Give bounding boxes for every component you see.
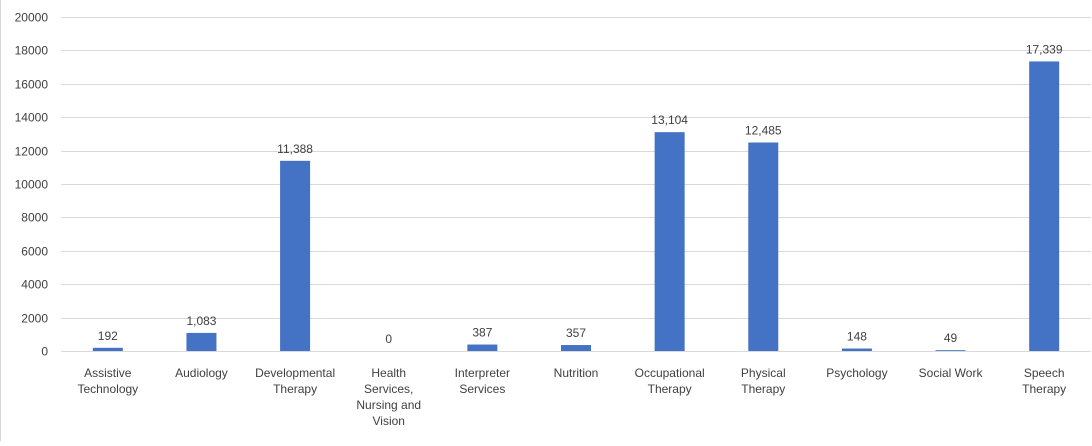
x-tick-label: Occupational Therapy: [635, 366, 705, 396]
data-label: 49: [944, 331, 958, 345]
y-tick-label: 6000: [21, 245, 48, 259]
bar: [654, 132, 685, 351]
bar: [467, 344, 498, 351]
bar: [748, 142, 779, 351]
x-tick-label: Health Services, Nursing and Vision: [356, 366, 421, 428]
data-label: 11,388: [277, 142, 313, 156]
x-tick-label: Social Work: [919, 366, 984, 380]
bar: [935, 350, 966, 351]
y-tick-label: 0: [41, 345, 48, 359]
x-tick-label: Audiology: [175, 366, 228, 380]
x-tick-label: Developmental Therapy: [255, 366, 335, 396]
data-label: 13,104: [651, 113, 688, 127]
y-tick-label: 4000: [21, 278, 48, 292]
x-tick-label: Physical Therapy: [741, 366, 786, 396]
y-tick-label: 10000: [15, 178, 49, 192]
data-label: 1,083: [186, 314, 216, 328]
y-tick-label: 8000: [21, 211, 48, 225]
data-label: 12,485: [745, 124, 782, 138]
y-tick-label: 16000: [15, 78, 49, 92]
data-label: 148: [847, 330, 867, 344]
bars: [92, 61, 1060, 352]
y-tick-label: 18000: [15, 44, 49, 58]
bar: [561, 345, 591, 351]
x-tick-label: Nutrition: [554, 366, 599, 380]
data-labels: 192 1,083 11,388 0 387 357 13,104 12,485 148 49 17…: [98, 42, 1063, 346]
data-label: 357: [566, 326, 586, 340]
bar: [841, 348, 872, 351]
gridlines: [61, 17, 1091, 352]
bar: [1029, 61, 1060, 352]
bar: [186, 332, 217, 351]
x-tick-label: Assistive Technology: [77, 366, 138, 396]
y-tick-label: 12000: [15, 145, 49, 159]
data-label: 0: [385, 332, 392, 346]
data-label: 387: [472, 326, 492, 340]
y-tick-label: 14000: [15, 111, 49, 125]
x-tick-label: Interpreter Services: [455, 366, 510, 396]
data-label: 192: [98, 329, 118, 343]
x-axis-ticks: Assistive Technology Audiology Developmenta…: [77, 366, 1066, 428]
data-label: 17,339: [1026, 42, 1063, 56]
bar: [280, 160, 311, 351]
x-tick-label: Speech Therapy: [1022, 366, 1066, 396]
x-tick-label: Psychology: [826, 366, 887, 380]
y-tick-label: 2000: [21, 312, 48, 326]
y-axis-ticks: 0 2000 4000 6000 8000 10000 12000 14000 16000 180…: [15, 11, 49, 359]
bar: [92, 347, 123, 351]
y-tick-label: 20000: [15, 11, 49, 25]
